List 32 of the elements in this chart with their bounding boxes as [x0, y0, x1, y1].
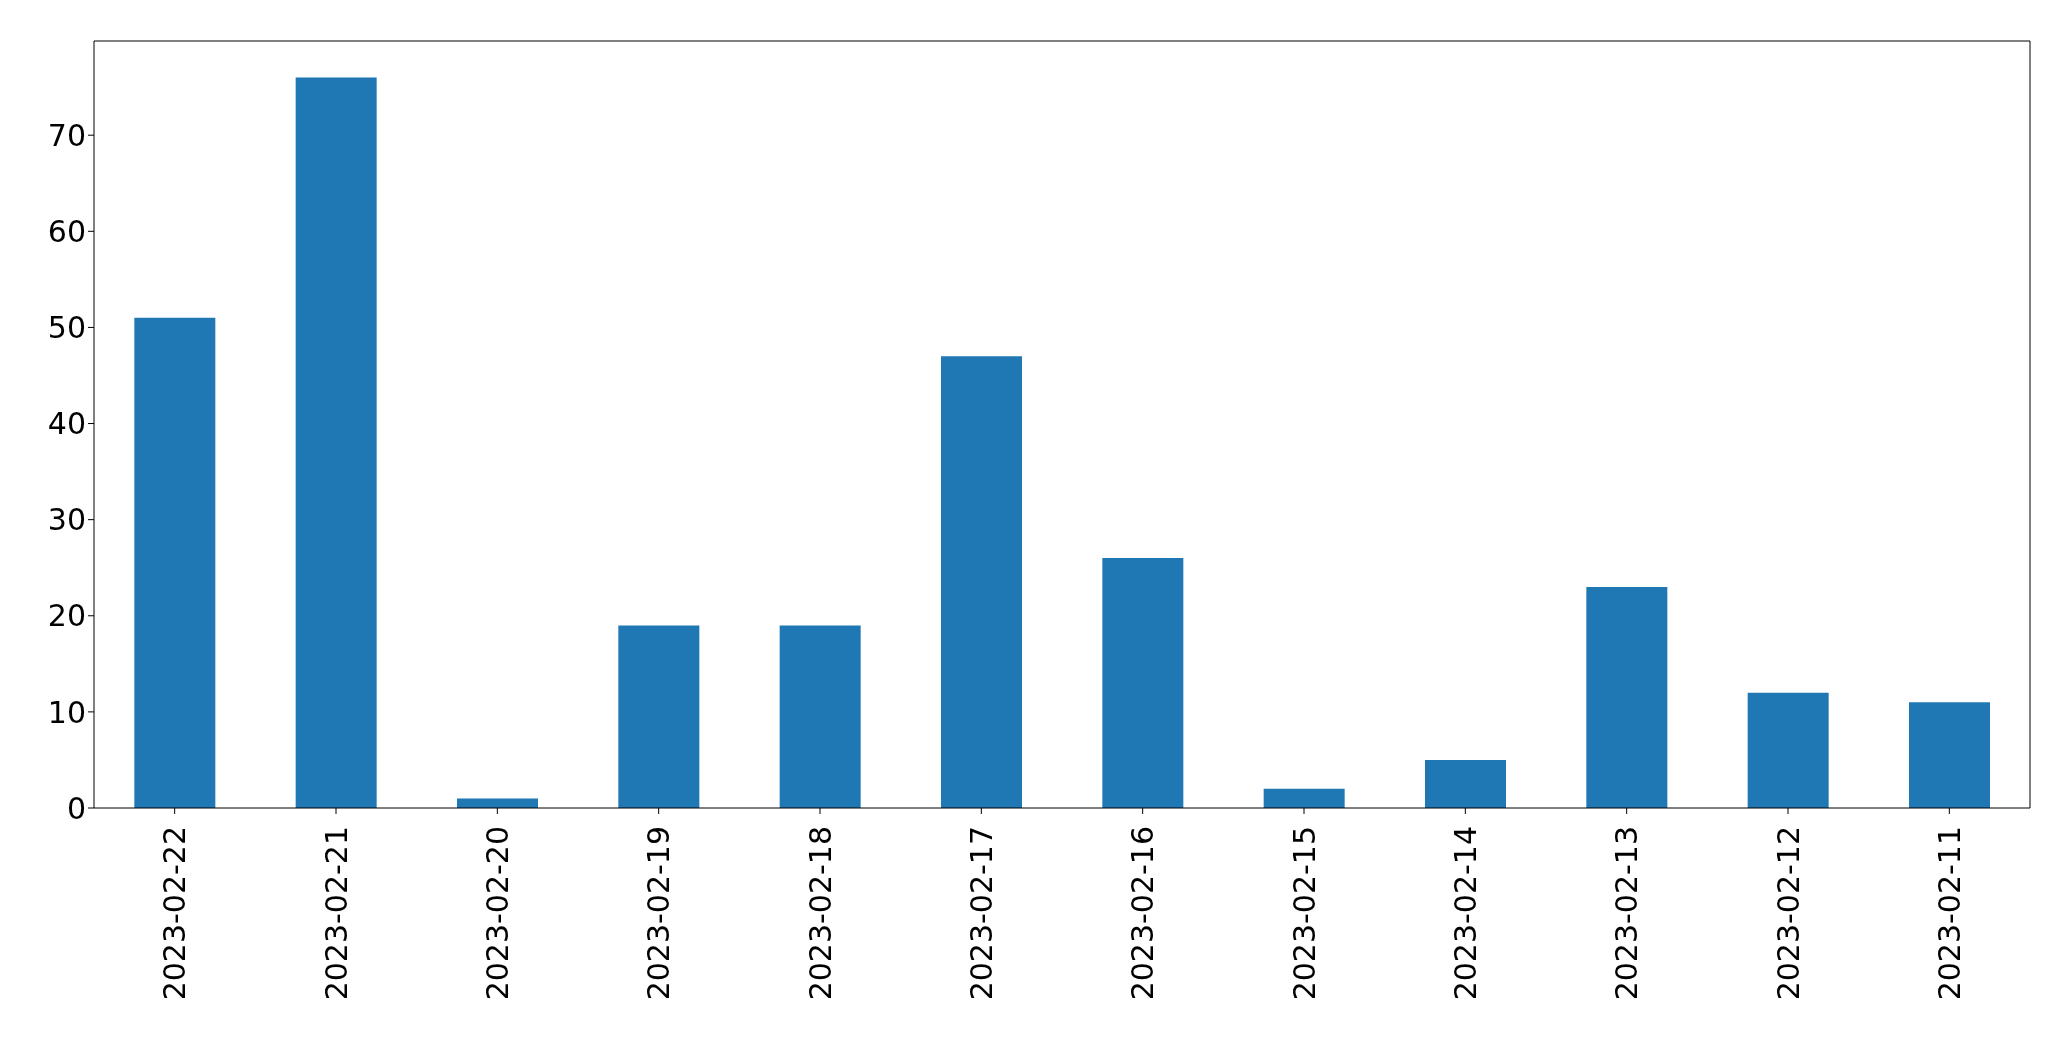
y-tick-label: 40 — [47, 406, 86, 442]
bar — [1909, 702, 1990, 808]
bar — [1263, 788, 1345, 808]
bar — [457, 798, 538, 808]
x-tick-label: 2023-02-12 — [1770, 826, 1806, 1001]
x-tick-label: 2023-02-21 — [318, 826, 354, 1001]
bar — [941, 356, 1022, 808]
bar — [295, 77, 377, 808]
x-tick-label: 2023-02-22 — [157, 826, 193, 1001]
y-tick-label: 20 — [47, 598, 86, 634]
y-tick-label: 0 — [66, 790, 86, 826]
y-tick-label: 60 — [47, 213, 86, 249]
bar — [779, 625, 861, 808]
bar — [134, 317, 216, 808]
x-tick-label: 2023-02-11 — [1931, 826, 1967, 1001]
x-tick-label: 2023-02-19 — [641, 826, 677, 1001]
y-tick-label: 70 — [47, 117, 86, 153]
x-tick-label: 2023-02-18 — [802, 826, 838, 1001]
x-tick-label: 2023-02-20 — [479, 826, 515, 1001]
y-tick-label: 10 — [47, 694, 86, 730]
bar — [618, 625, 700, 808]
x-tick-label: 2023-02-15 — [1286, 826, 1322, 1001]
x-tick-label: 2023-02-17 — [963, 826, 999, 1001]
bar — [1747, 692, 1829, 808]
bar — [1425, 759, 1506, 808]
y-tick-label: 30 — [47, 502, 86, 538]
x-tick-label: 2023-02-13 — [1609, 826, 1645, 1001]
y-tick-label: 50 — [47, 310, 86, 346]
x-tick-label: 2023-02-14 — [1447, 826, 1483, 1001]
bar — [1102, 558, 1184, 808]
bar — [1586, 586, 1668, 808]
x-tick-label: 2023-02-16 — [1125, 826, 1161, 1001]
